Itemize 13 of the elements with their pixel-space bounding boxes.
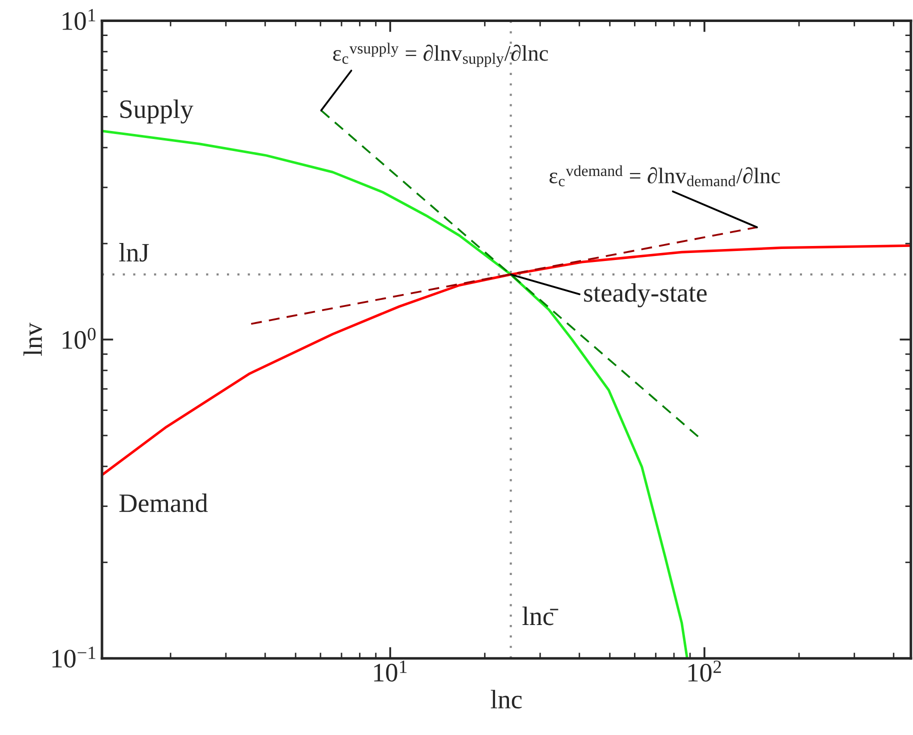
series-label: Demand	[119, 494, 208, 512]
series-label: Supply	[120, 100, 194, 124]
annotation: ε$_{c}$$^{vdemand}$ = ∂lnv$_{demand}$/∂lnc	[550, 165, 780, 186]
x-tick-label: 10$^{2}$	[688, 660, 721, 682]
ref-line-label: lnJ	[119, 243, 149, 262]
y-tick-label: 10$^{0}$	[62, 328, 96, 349]
y-axis-title: lnv	[23, 322, 42, 356]
y-tick-label: 10$^{−1}$	[52, 646, 96, 668]
ref-line-label: lnc̄	[522, 606, 558, 626]
x-axis-title: lnc	[490, 690, 522, 708]
y-tick-label: 10$^{1}$	[62, 9, 96, 30]
annotation: steady-state	[584, 283, 707, 308]
annotation: ε$_{c}$$^{vsupply}$ = ∂lnv$_{supply}$/∂lnc	[333, 42, 548, 68]
